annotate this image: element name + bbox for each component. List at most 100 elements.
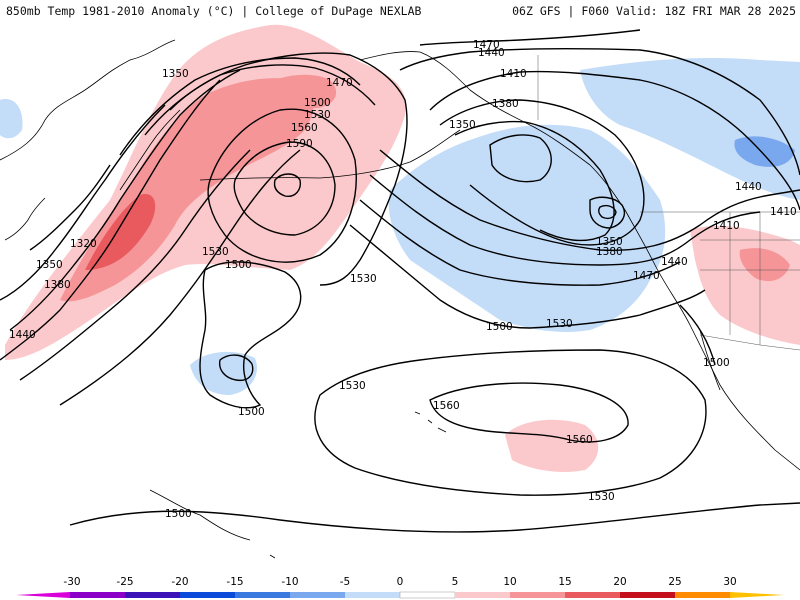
contour-label: 1530	[304, 109, 331, 121]
colorbar-swatch	[290, 592, 345, 598]
colorbar-swatch	[345, 592, 400, 598]
contour-1530-high	[207, 108, 357, 263]
contour-1470-west	[19, 149, 251, 381]
contour-label: 1530	[339, 380, 366, 392]
contour-1350	[454, 120, 615, 242]
contour-label: 1500	[238, 406, 265, 418]
contour-1500-south	[69, 502, 800, 533]
contour-label: 1560	[291, 122, 318, 134]
contour-label: 1500	[703, 357, 730, 369]
map-title: 850mb Temp 1981-2010 Anomaly (°C) | Coll…	[6, 4, 422, 18]
contour-1530-north	[169, 52, 408, 286]
colorbar-tick-labels: -30 -25 -20 -15 -10 -5 0 5 10 15 20 25 3…	[63, 576, 736, 588]
colorbar-swatch	[70, 592, 125, 598]
contour-label: 1470	[326, 77, 353, 89]
contour-label: 1530	[202, 246, 229, 258]
contour-label: 1410	[770, 206, 797, 218]
contour-label: 1350	[449, 119, 476, 131]
contour-low-inner	[597, 204, 617, 220]
contour-label: 1380	[596, 246, 623, 258]
contour-labels: 1470 1440 1350 1470 1410 1500 1380 1530 …	[9, 39, 797, 520]
colorbar-swatch	[399, 591, 456, 599]
colorbar-tick: -15	[226, 576, 243, 588]
contour-1410-north	[429, 70, 800, 211]
contour-1500-mid	[349, 224, 706, 329]
colorbar-tick: 10	[503, 576, 516, 588]
asia-coastline	[0, 39, 176, 161]
colorbar-tick: 15	[558, 576, 571, 588]
colorbar-tick: -30	[63, 576, 80, 588]
contour-label: 1470	[633, 270, 660, 282]
contour-label: 1410	[713, 220, 740, 232]
contour-1500-east	[679, 304, 716, 366]
colorbar-swatch	[510, 592, 565, 598]
colorbar-tick: 0	[397, 576, 404, 588]
colorbar-swatch	[235, 592, 290, 598]
colorbar-swatch	[620, 592, 675, 598]
colorbar-swatch	[565, 592, 620, 598]
contour-label: 1320	[70, 238, 97, 250]
south-pacific-islands	[149, 489, 276, 559]
map-header: 850mb Temp 1981-2010 Anomaly (°C) | Coll…	[0, 0, 800, 20]
contour-label: 1530	[588, 491, 615, 503]
contour-label: 1470	[473, 39, 500, 51]
model-run-info: 06Z GFS | F060 Valid: 18Z FRI MAR 28 202…	[512, 4, 796, 18]
contour-1350-low-north	[489, 134, 552, 183]
colorbar-swatch	[455, 592, 510, 598]
contour-label: 1530	[350, 273, 377, 285]
colorbar-tick: -5	[340, 576, 350, 588]
contour-label: 1350	[36, 259, 63, 271]
warm-anomaly-core-sw	[739, 248, 790, 282]
contour-1530-low-center	[218, 354, 254, 382]
aleutian-islands	[199, 129, 461, 181]
warm-anomaly-region-south	[505, 419, 599, 472]
colorbar-swatch	[675, 592, 730, 598]
contour-label: 1500	[165, 508, 192, 520]
contour-label: 1440	[478, 47, 505, 59]
colorbar-max-arrow	[730, 592, 784, 598]
contour-1560-high	[233, 141, 336, 236]
contour-1320-low	[589, 196, 626, 229]
geopotential-height-contours	[0, 29, 800, 533]
contour-label: 1560	[433, 400, 460, 412]
contour-label: 1410	[500, 68, 527, 80]
contour-label: 1500	[225, 259, 252, 271]
kamchatka-coastline	[119, 109, 181, 191]
contour-1470-mid	[359, 199, 681, 286]
colorbar-tick: 5	[452, 576, 459, 588]
north-america-west-coast	[589, 164, 800, 471]
contour-label: 1500	[486, 321, 513, 333]
warm-anomaly-region-sw	[690, 225, 800, 345]
contour-1500-loop	[199, 261, 302, 409]
contour-label: 1350	[162, 68, 189, 80]
colorbar-tick: 20	[613, 576, 626, 588]
contour-label: 1380	[44, 279, 71, 291]
japan-coastline	[4, 197, 46, 241]
colorbar-swatch	[125, 592, 180, 598]
contour-1560-ridge	[429, 382, 629, 443]
contour-1440-west	[0, 104, 166, 301]
contour-label: 1440	[735, 181, 762, 193]
contour-1470-north	[119, 57, 361, 156]
alaska-coastline	[359, 51, 591, 166]
contour-1380	[439, 99, 645, 246]
cold-anomaly-region-west	[0, 99, 23, 139]
contour-1350-west	[0, 79, 221, 361]
contour-label: 1380	[492, 98, 519, 110]
contour-label: 1440	[661, 256, 688, 268]
warm-anomaly-core-2	[255, 74, 337, 109]
contour-1500-north	[144, 64, 376, 136]
temperature-anomaly-colorbar: -30 -25 -20 -15 -10 -5 0 5 10 15 20 25 3…	[16, 576, 784, 599]
contour-label: 1440	[9, 329, 36, 341]
weather-map: 1470 1440 1350 1470 1410 1500 1380 1530 …	[0, 24, 800, 559]
contour-label: 1350	[596, 236, 623, 248]
us-state-lines	[700, 212, 800, 345]
contour-1470	[419, 29, 641, 46]
cold-anomaly-region-canada	[580, 58, 800, 200]
contour-1590-high	[273, 173, 302, 197]
colorbar-tick: 30	[723, 576, 736, 588]
contour-label: 1560	[566, 434, 593, 446]
contour-label: 1530	[546, 318, 573, 330]
warm-anomaly-max	[85, 194, 156, 270]
contour-1440-mid	[369, 174, 761, 266]
